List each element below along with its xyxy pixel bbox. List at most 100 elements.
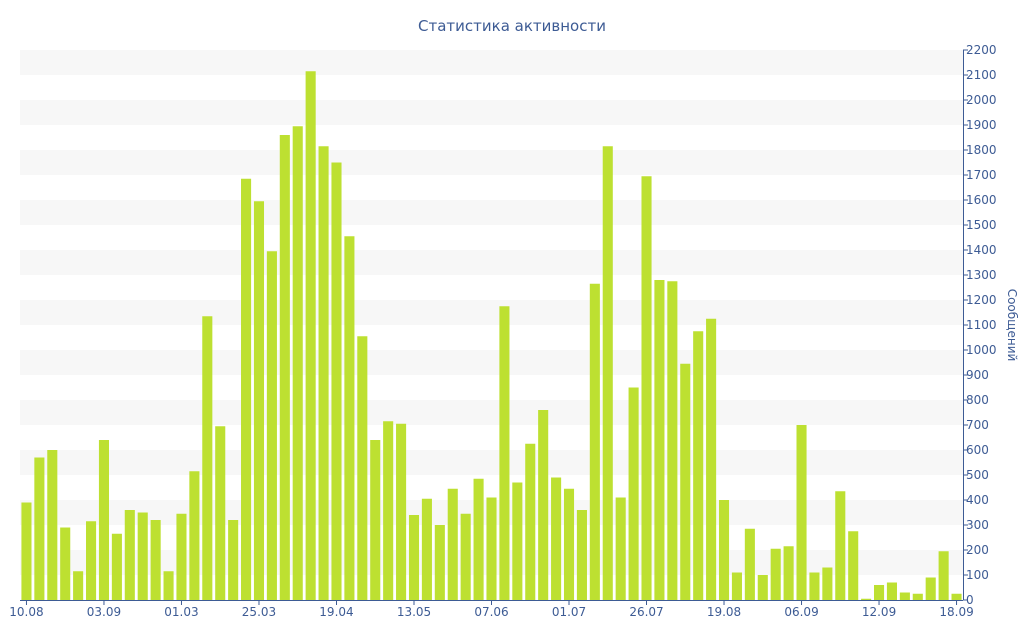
y-tick-label: 1600 [966, 193, 997, 207]
bar [744, 528, 755, 600]
bar [86, 521, 97, 600]
x-tick-label: 19.04 [319, 605, 353, 619]
bar [241, 178, 252, 600]
grid-band [20, 150, 963, 175]
bar [886, 582, 897, 600]
grid-band [20, 350, 963, 375]
bar [757, 575, 768, 600]
bar [718, 500, 730, 600]
chart-title: Статистика активности [418, 17, 606, 35]
bar [706, 318, 717, 600]
bar [408, 515, 420, 600]
x-tick-label: 06.09 [784, 605, 818, 619]
bar [628, 387, 639, 600]
bar [383, 421, 394, 600]
y-axis-title: Сообщений [1005, 289, 1019, 362]
grid-band [20, 400, 963, 425]
bar [344, 236, 355, 600]
x-tick-label: 13.05 [397, 605, 431, 619]
bar [951, 593, 962, 600]
y-tick-label: 100 [966, 568, 989, 582]
y-tick-label: 900 [966, 368, 989, 382]
bar [228, 520, 239, 600]
bar [770, 548, 781, 600]
bar [21, 502, 32, 600]
bar [938, 551, 949, 600]
bar [266, 251, 277, 600]
bar [396, 423, 407, 600]
grid-bands [20, 50, 963, 575]
x-tick-label: 18.09 [939, 605, 973, 619]
bar [835, 491, 846, 600]
bar [693, 331, 704, 600]
x-tick-label: 10.08 [9, 605, 43, 619]
grid-band [20, 250, 963, 275]
bar [654, 280, 665, 600]
y-tick-label: 1300 [966, 268, 997, 282]
x-axis: 10.08 03.09 01.03 25.03 19.04 13.05 07.06 01.07… [9, 600, 974, 619]
bar [163, 571, 174, 600]
bar [874, 585, 885, 600]
bar [60, 527, 71, 600]
x-tick-label: 25.03 [242, 605, 276, 619]
y-tick-label: 500 [966, 468, 989, 482]
bar [34, 457, 45, 600]
y-tick-label: 1100 [966, 318, 997, 332]
bar-series [21, 71, 962, 600]
bar [124, 510, 135, 600]
y-tick-label: 1800 [966, 143, 997, 157]
bar [331, 162, 342, 600]
bar [576, 510, 587, 600]
bar [796, 425, 807, 600]
y-tick-label: 400 [966, 493, 989, 507]
bar [137, 512, 148, 600]
grid-band [20, 300, 963, 325]
x-tick-label: 07.06 [474, 605, 508, 619]
bar [202, 316, 213, 600]
bar [215, 426, 226, 600]
y-tick-label: 1700 [966, 168, 997, 182]
bar [486, 497, 497, 600]
bar [176, 513, 187, 600]
bar [615, 497, 626, 600]
y-tick-label: 1900 [966, 118, 997, 132]
bar [73, 571, 84, 600]
bar [447, 488, 458, 600]
bar [512, 482, 523, 600]
bar [538, 410, 549, 600]
bar [189, 471, 200, 600]
bar [111, 533, 122, 600]
x-tick-label: 19.08 [707, 605, 741, 619]
bar [589, 283, 600, 600]
x-tick-label: 01.07 [552, 605, 586, 619]
bar [551, 477, 562, 600]
bar [98, 440, 110, 600]
x-tick-label: 26.07 [629, 605, 663, 619]
bar [641, 176, 652, 600]
bar [861, 598, 872, 600]
y-tick-label: 300 [966, 518, 989, 532]
bar [370, 440, 381, 600]
y-tick-label: 1200 [966, 293, 997, 307]
y-tick-label: 2200 [966, 43, 997, 57]
y-tick-label: 1000 [966, 343, 997, 357]
bar [563, 488, 575, 600]
y-tick-label: 2100 [966, 68, 997, 82]
bar [667, 281, 678, 600]
x-tick-label: 03.09 [87, 605, 121, 619]
bar [925, 577, 936, 600]
bar [525, 443, 536, 600]
bar [357, 336, 368, 600]
bar [822, 567, 833, 600]
y-tick-label: 1400 [966, 243, 997, 257]
y-tick-label: 700 [966, 418, 989, 432]
bar [47, 450, 58, 600]
bar [848, 531, 859, 600]
bar [460, 513, 471, 600]
y-tick-label: 600 [966, 443, 989, 457]
bar [899, 592, 910, 600]
bar [421, 498, 432, 600]
y-tick-label: 1500 [966, 218, 997, 232]
bar [912, 593, 923, 600]
bar [473, 478, 484, 600]
